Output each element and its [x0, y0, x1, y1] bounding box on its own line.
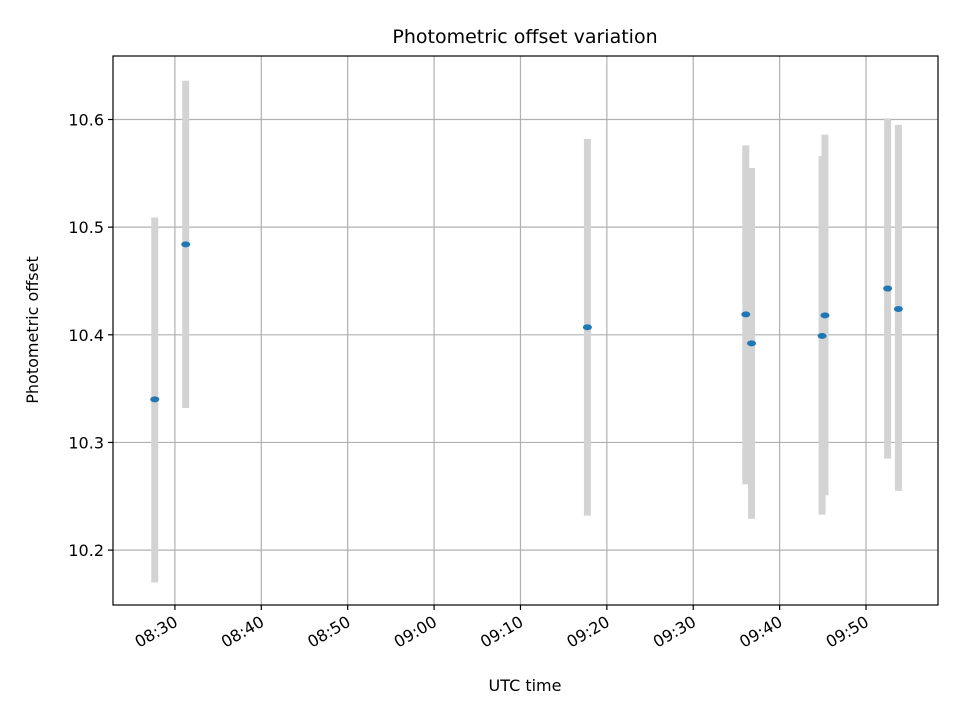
- y-tick-label: 10.3: [68, 433, 104, 452]
- data-point: [150, 396, 160, 403]
- data-point: [820, 312, 830, 319]
- y-axis-ticks: 10.2 10.3 10.4 10.5 10.6: [68, 111, 113, 560]
- x-axis-label: UTC time: [489, 676, 562, 695]
- data-point: [741, 311, 751, 318]
- data-point: [883, 285, 893, 292]
- y-axis-label: Photometric offset: [23, 256, 42, 404]
- y-tick-label: 10.5: [68, 218, 104, 237]
- plot-frame: [112, 55, 939, 606]
- data-point: [893, 305, 903, 312]
- data-point: [181, 241, 191, 248]
- y-tick-label: 10.2: [68, 541, 104, 560]
- grid-lines: [113, 56, 938, 605]
- plot-area: [113, 56, 938, 605]
- data-markers: [150, 241, 903, 403]
- y-tick-label: 10.4: [68, 326, 104, 345]
- y-tick-label: 10.6: [68, 111, 104, 130]
- data-point: [747, 340, 757, 347]
- chart-title: Photometric offset variation: [392, 26, 657, 48]
- data-point: [817, 332, 827, 339]
- data-point: [582, 324, 592, 331]
